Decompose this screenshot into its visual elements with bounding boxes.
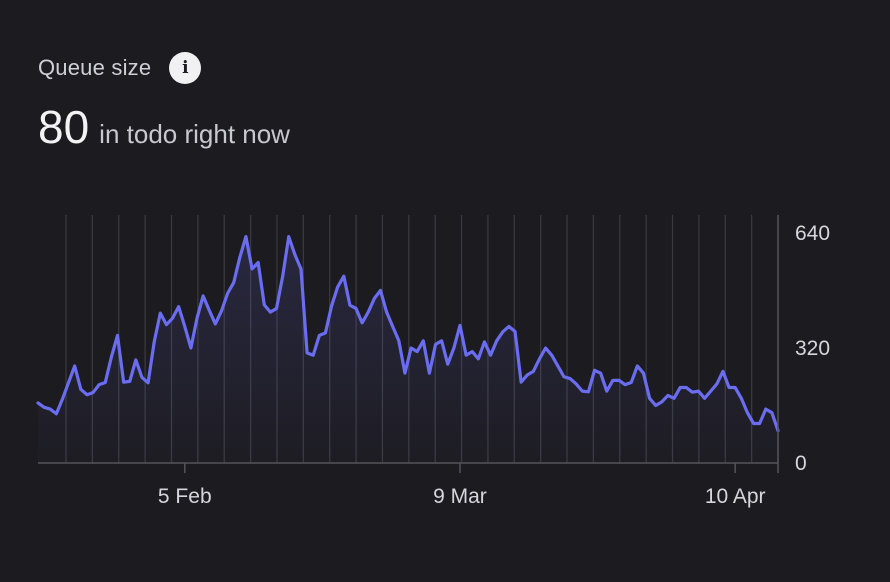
queue-count: 80: [38, 101, 90, 153]
info-icon[interactable]: i: [169, 52, 202, 84]
card-title: Queue size: [38, 55, 152, 80]
y-tick-label: 0: [795, 452, 807, 475]
summary: 80 in todo right now: [38, 100, 290, 154]
series-line: [36, 234, 780, 433]
x-tick-label: 9 Mar: [433, 485, 487, 508]
x-tick-label: 5 Feb: [158, 485, 212, 508]
y-tick-label: 640: [795, 222, 830, 245]
summary-text: in todo right now: [99, 119, 290, 149]
series-area: [38, 236, 778, 463]
card-header: Queue size i: [38, 52, 202, 84]
x-tick-label: 10 Apr: [705, 485, 766, 508]
y-tick-label: 320: [795, 337, 830, 360]
